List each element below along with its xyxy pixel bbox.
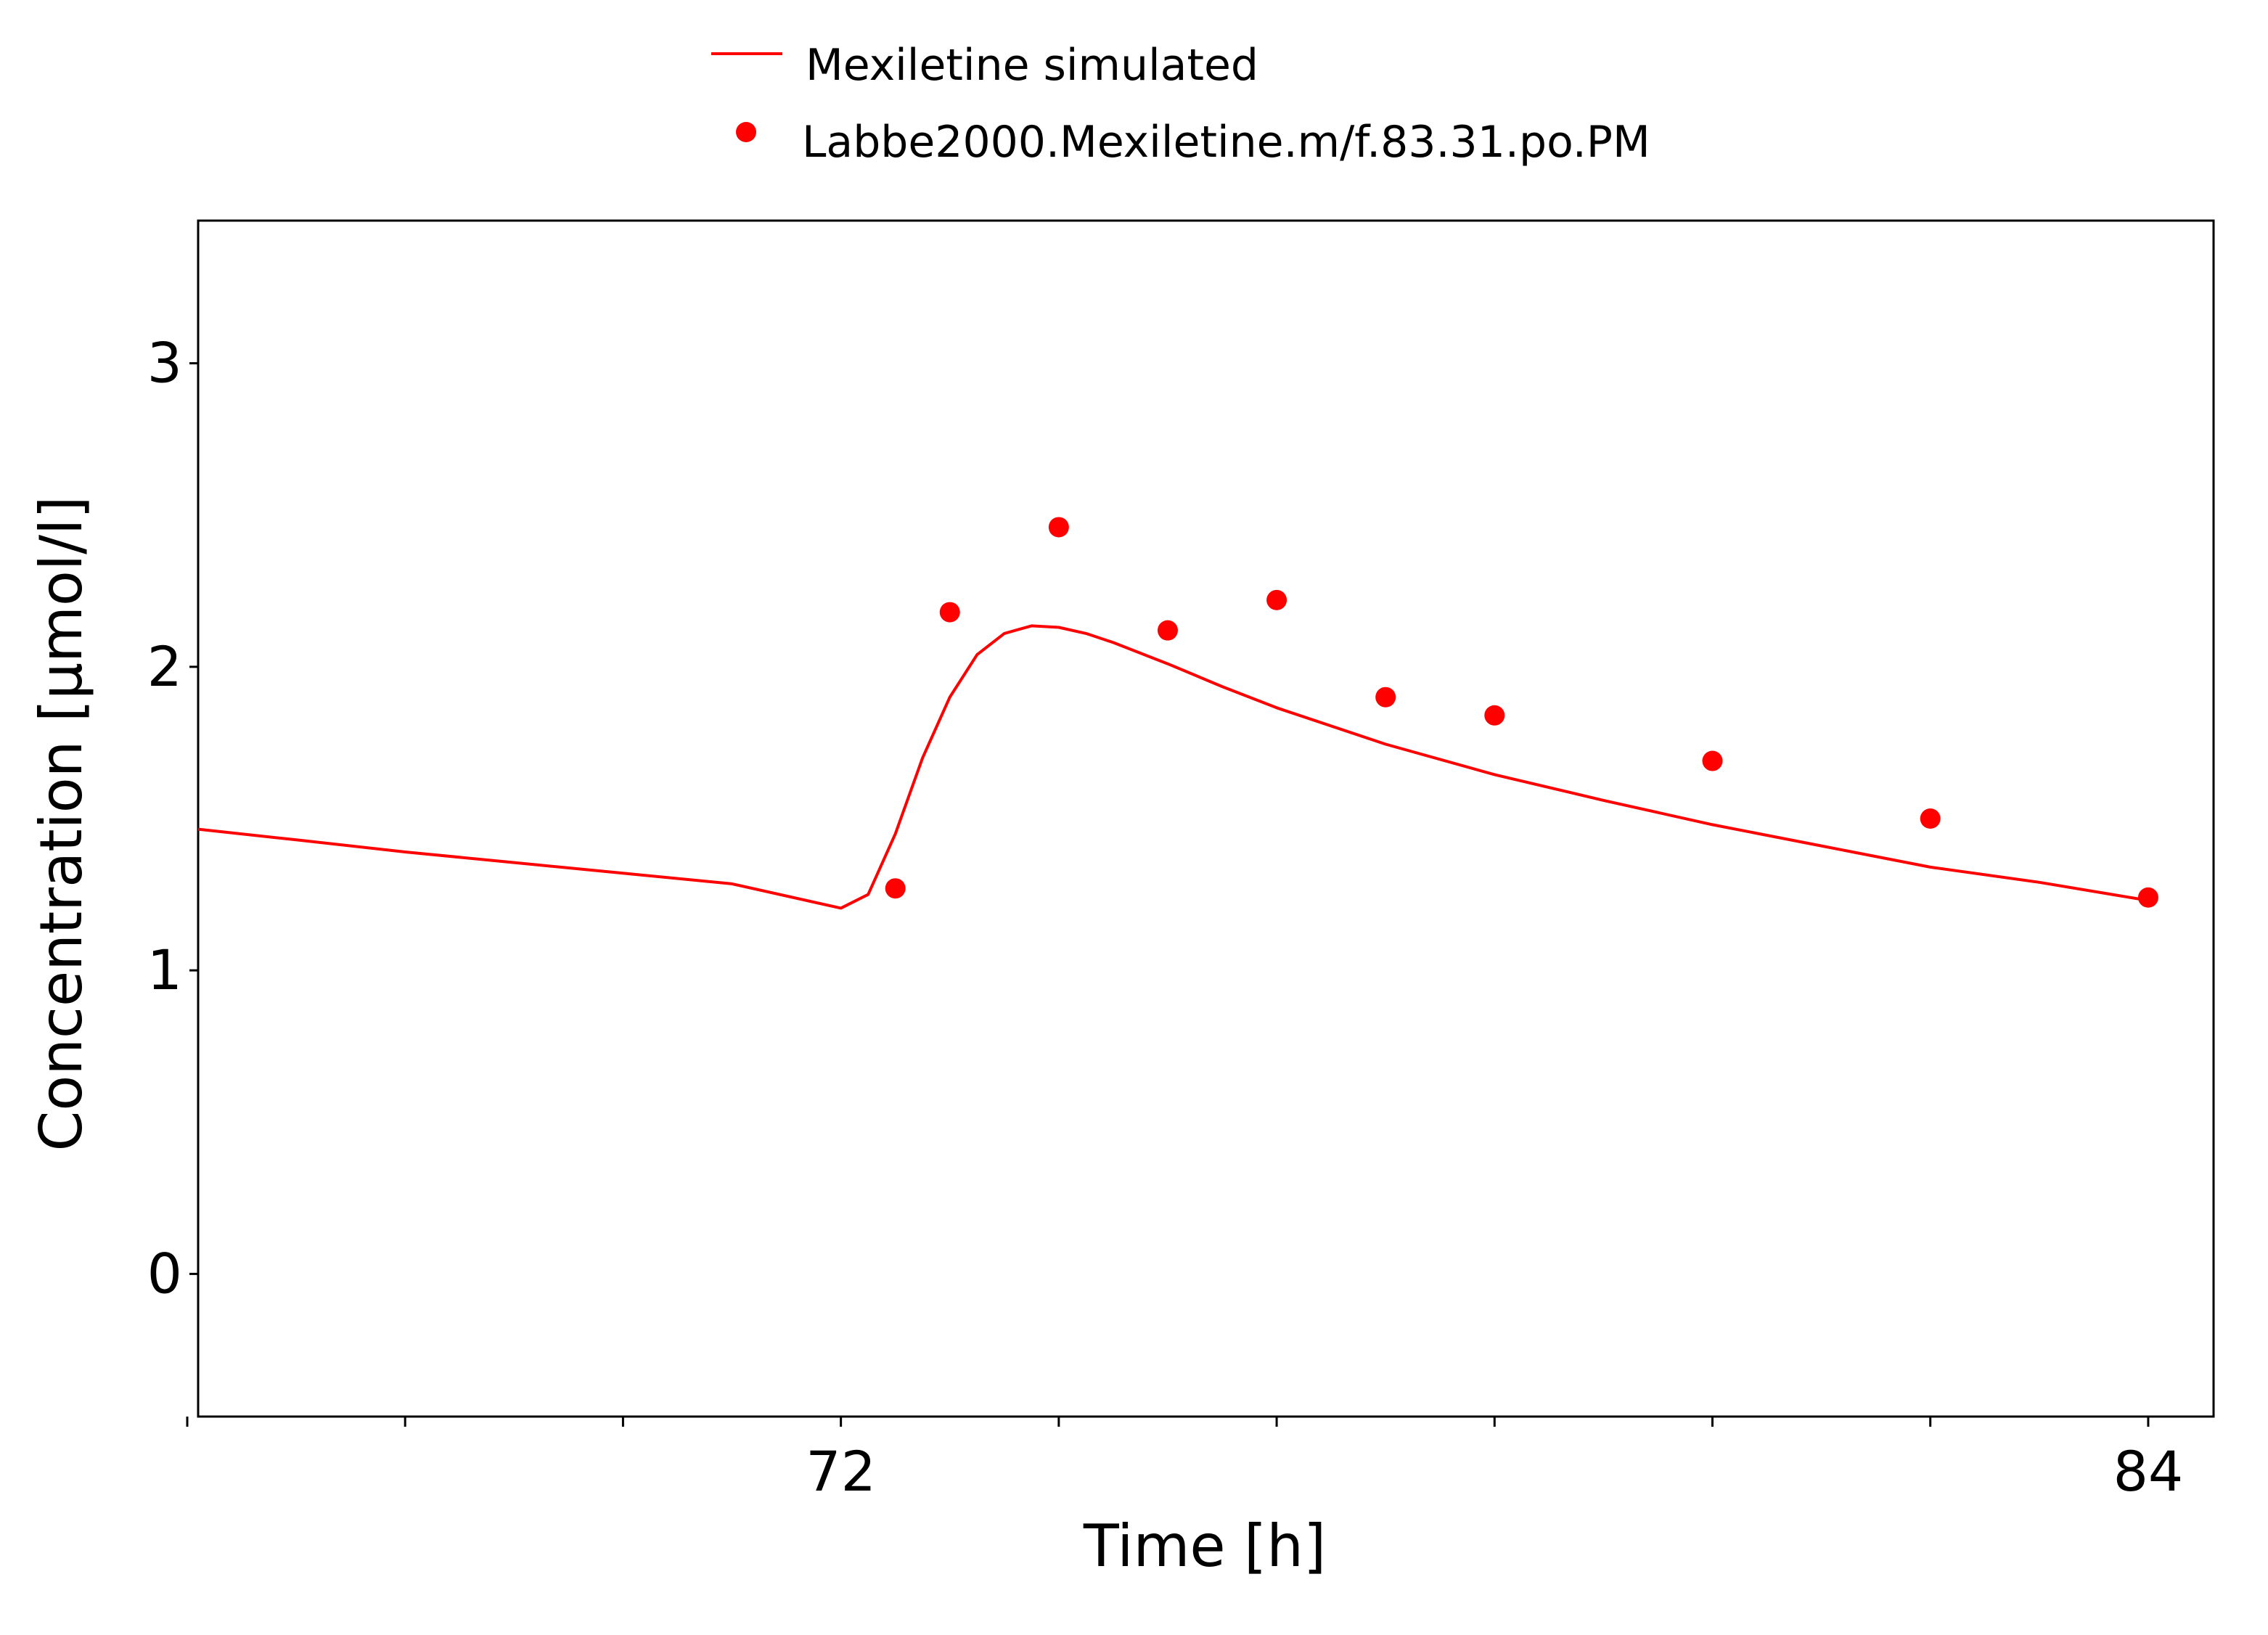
y-tick-label: 1 bbox=[147, 938, 182, 1002]
data-point-observed bbox=[2137, 887, 2158, 908]
data-point-observed bbox=[1048, 517, 1069, 538]
legend-marker-observed bbox=[736, 122, 756, 142]
data-point-observed bbox=[1266, 589, 1287, 610]
y-tick-label: 0 bbox=[147, 1241, 182, 1306]
y-tick-label: 2 bbox=[147, 634, 182, 699]
data-point-observed bbox=[1375, 687, 1396, 708]
data-point-observed bbox=[1920, 808, 1941, 829]
y-axis-title: Concentration [µmol/l] bbox=[28, 496, 95, 1152]
y-tick-label: 3 bbox=[147, 331, 182, 396]
legend-label-observed: Labbe2000.Mexiletine.m/f.83.31.po.PM bbox=[802, 117, 1650, 168]
data-point-observed bbox=[1157, 620, 1178, 641]
plot-frame bbox=[197, 219, 2215, 1418]
data-point-observed bbox=[939, 602, 960, 623]
plot-area bbox=[197, 517, 2158, 910]
x-tick-label: 72 bbox=[806, 1439, 876, 1504]
x-axis: 72 84 bbox=[186, 1417, 2184, 1504]
data-point-observed bbox=[885, 878, 906, 899]
data-point-observed bbox=[1484, 705, 1505, 726]
legend: Mexiletine simulated Labbe2000.Mexiletin… bbox=[711, 40, 1650, 168]
x-axis-title: Time [h] bbox=[1083, 1512, 1326, 1580]
legend-label-simulated: Mexiletine simulated bbox=[806, 40, 1258, 91]
data-point-observed bbox=[1702, 750, 1723, 771]
series-line-simulated bbox=[197, 624, 2149, 910]
y-axis: 0 1 2 3 bbox=[147, 331, 198, 1306]
x-tick-label: 84 bbox=[2113, 1439, 2184, 1504]
